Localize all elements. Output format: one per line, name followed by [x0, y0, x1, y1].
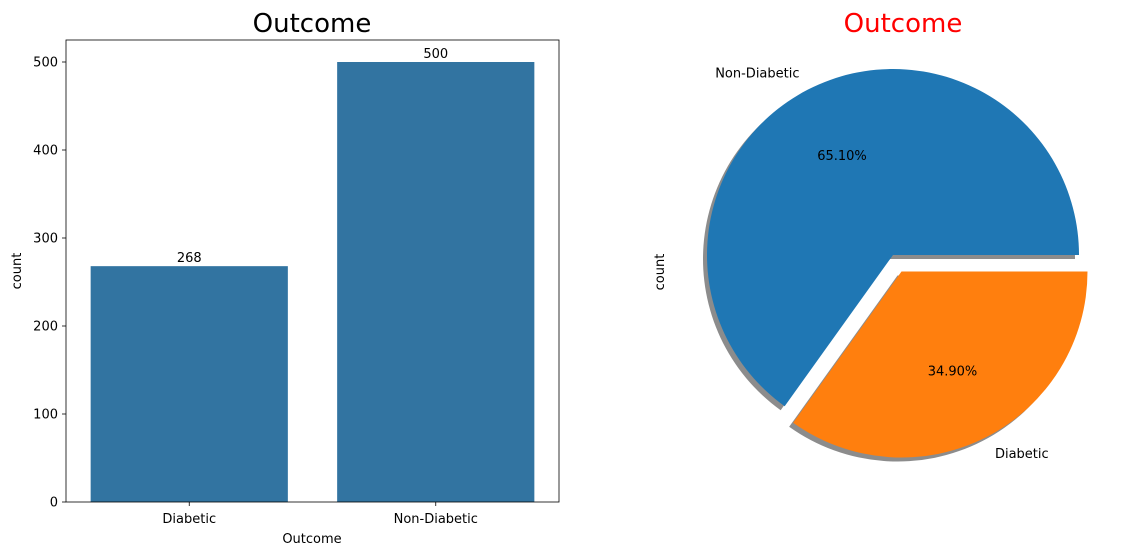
y-tick-label: 500 [33, 56, 58, 71]
bar-x-axis-label: Outcome [282, 532, 341, 547]
bar-diabetic [90, 266, 288, 502]
pie-percent-label: 65.10% [817, 149, 867, 164]
pie-label-group: Non-Diabetic 65.10% Diabetic 34.90% [715, 67, 1048, 463]
bar-plot-area: 268 500 [90, 47, 535, 502]
pie-category-label: Diabetic [995, 447, 1049, 462]
y-tick-label: 400 [33, 144, 58, 159]
y-tick-label: 300 [33, 232, 58, 247]
x-tick-label: Non-Diabetic [394, 512, 478, 527]
bar-chart: Outcome 268 500 0 100 200 300 400 500 Diabetic… [10, 9, 560, 547]
pie-chart: Outcome count Non-Diabetic 65.10% Diabetic… [653, 9, 1088, 463]
y-tick-label: 100 [33, 408, 58, 423]
pie-category-label: Non-Diabetic [715, 67, 799, 82]
pie-percent-label: 34.90% [928, 364, 978, 379]
x-tick-label: Diabetic [162, 512, 216, 527]
pie-chart-title: Outcome [844, 9, 963, 39]
y-tick-label: 0 [50, 496, 58, 511]
pie-y-axis-label: count [653, 254, 668, 291]
bar-chart-title: Outcome [253, 9, 372, 39]
bar-y-axis-label: count [10, 253, 25, 290]
bar-non-diabetic [337, 62, 535, 502]
bar-value-label: 500 [423, 47, 448, 62]
bar-y-axis: 0 100 200 300 400 500 [33, 56, 66, 511]
y-tick-label: 200 [33, 320, 58, 335]
pie-wedge-non-diabetic [707, 69, 1079, 407]
bar-axes-frame [65, 39, 560, 503]
bar-value-label: 268 [177, 251, 202, 266]
pie-wedge-diabetic [793, 271, 1088, 458]
pie-wedge-group [707, 69, 1088, 458]
bar-x-axis: Diabetic Non-Diabetic [162, 502, 478, 527]
pie-plot-area: Non-Diabetic 65.10% Diabetic 34.90% [703, 67, 1088, 463]
